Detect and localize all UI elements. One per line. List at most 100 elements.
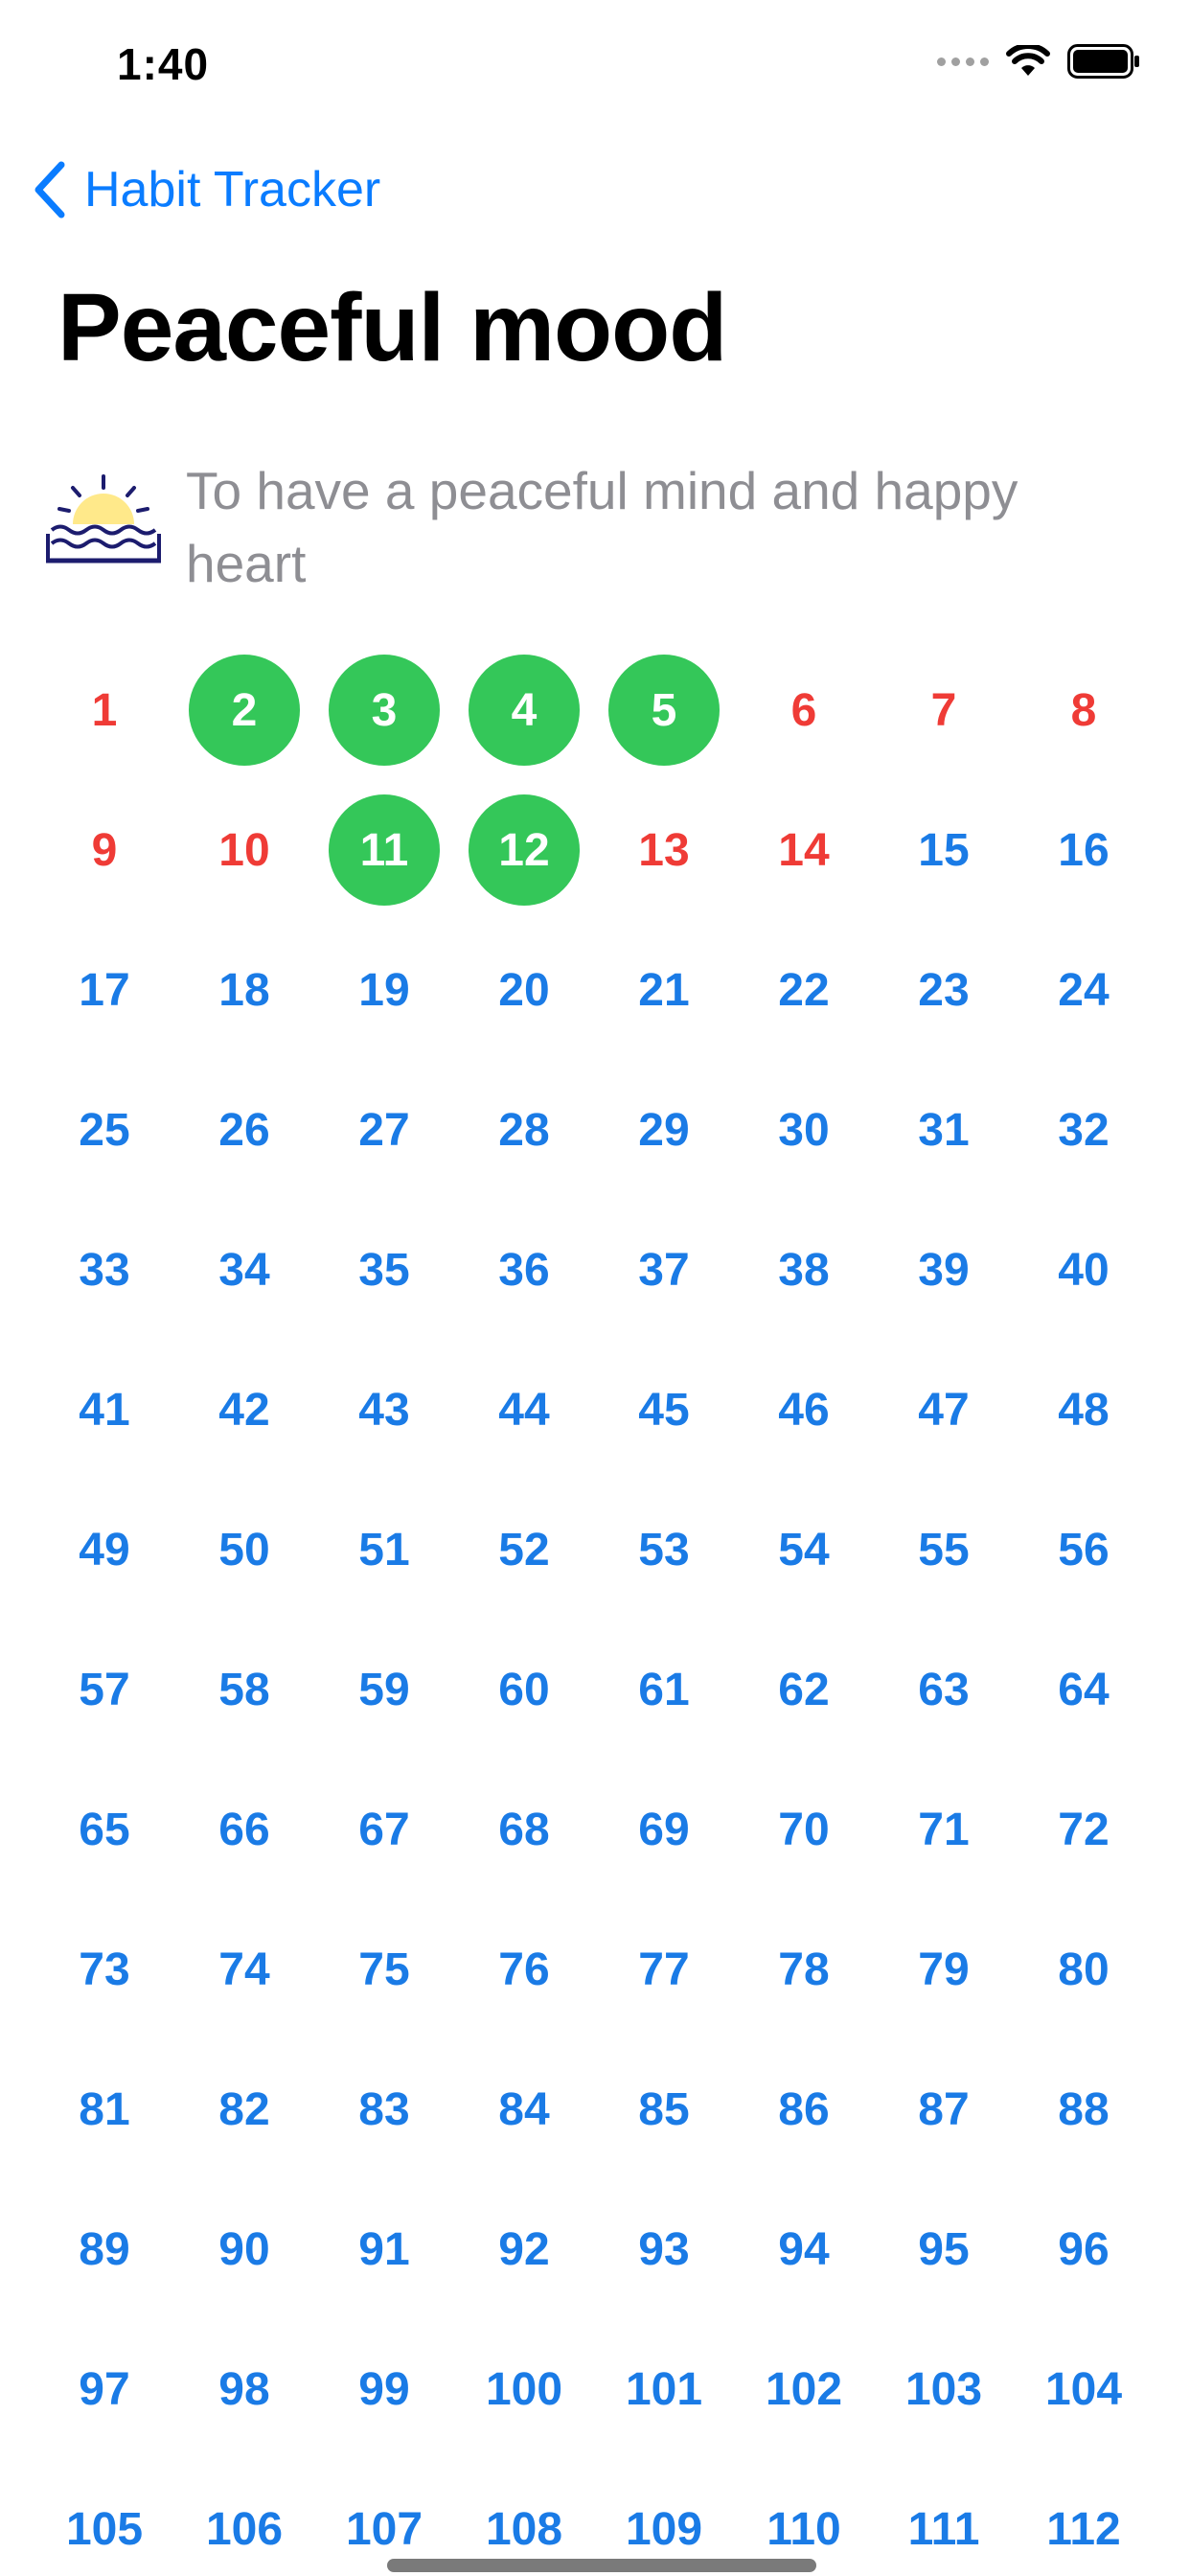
day-73-button[interactable]: 73 [79, 1944, 130, 1995]
day-2-button[interactable]: 2 [189, 655, 300, 766]
day-103-button[interactable]: 103 [904, 2363, 983, 2415]
day-79-button[interactable]: 79 [918, 1944, 970, 1995]
day-21-button[interactable]: 21 [638, 964, 690, 1016]
day-53-button[interactable]: 53 [638, 1524, 690, 1576]
day-54-button[interactable]: 54 [778, 1524, 830, 1576]
day-98-button[interactable]: 98 [218, 2363, 270, 2415]
day-91-button[interactable]: 91 [358, 2223, 410, 2275]
day-26-button[interactable]: 26 [218, 1104, 270, 1156]
day-20-button[interactable]: 20 [498, 964, 550, 1016]
day-55-button[interactable]: 55 [918, 1524, 970, 1576]
day-83-button[interactable]: 83 [358, 2083, 410, 2135]
home-indicator[interactable] [387, 2559, 816, 2572]
day-41-button[interactable]: 41 [79, 1384, 130, 1436]
day-64-button[interactable]: 64 [1058, 1664, 1110, 1715]
day-105-button[interactable]: 105 [65, 2503, 144, 2555]
day-87-button[interactable]: 87 [918, 2083, 970, 2135]
day-22-button[interactable]: 22 [778, 964, 830, 1016]
day-50-button[interactable]: 50 [218, 1524, 270, 1576]
day-75-button[interactable]: 75 [358, 1944, 410, 1995]
day-56-button[interactable]: 56 [1058, 1524, 1110, 1576]
day-46-button[interactable]: 46 [778, 1384, 830, 1436]
day-89-button[interactable]: 89 [79, 2223, 130, 2275]
day-15-button[interactable]: 15 [918, 824, 970, 876]
day-48-button[interactable]: 48 [1058, 1384, 1110, 1436]
day-13-button[interactable]: 13 [638, 824, 690, 876]
day-108-button[interactable]: 108 [485, 2503, 563, 2555]
day-82-button[interactable]: 82 [218, 2083, 270, 2135]
day-27-button[interactable]: 27 [358, 1104, 410, 1156]
day-92-button[interactable]: 92 [498, 2223, 550, 2275]
day-67-button[interactable]: 67 [358, 1804, 410, 1855]
day-93-button[interactable]: 93 [638, 2223, 690, 2275]
day-31-button[interactable]: 31 [918, 1104, 970, 1156]
day-18-button[interactable]: 18 [218, 964, 270, 1016]
day-76-button[interactable]: 76 [498, 1944, 550, 1995]
day-85-button[interactable]: 85 [638, 2083, 690, 2135]
day-68-button[interactable]: 68 [498, 1804, 550, 1855]
day-49-button[interactable]: 49 [79, 1524, 130, 1576]
day-106-button[interactable]: 106 [205, 2503, 284, 2555]
day-11-button[interactable]: 11 [329, 794, 440, 906]
day-36-button[interactable]: 36 [498, 1244, 550, 1296]
day-94-button[interactable]: 94 [778, 2223, 830, 2275]
day-5-button[interactable]: 5 [608, 655, 720, 766]
day-12-button[interactable]: 12 [469, 794, 580, 906]
day-10-button[interactable]: 10 [218, 824, 270, 876]
day-9-button[interactable]: 9 [91, 824, 118, 876]
day-14-button[interactable]: 14 [778, 824, 830, 876]
day-77-button[interactable]: 77 [638, 1944, 690, 1995]
day-104-button[interactable]: 104 [1044, 2363, 1123, 2415]
day-109-button[interactable]: 109 [625, 2503, 703, 2555]
day-38-button[interactable]: 38 [778, 1244, 830, 1296]
day-69-button[interactable]: 69 [638, 1804, 690, 1855]
day-58-button[interactable]: 58 [218, 1664, 270, 1715]
day-90-button[interactable]: 90 [218, 2223, 270, 2275]
day-59-button[interactable]: 59 [358, 1664, 410, 1715]
day-45-button[interactable]: 45 [638, 1384, 690, 1436]
day-30-button[interactable]: 30 [778, 1104, 830, 1156]
day-32-button[interactable]: 32 [1058, 1104, 1110, 1156]
day-43-button[interactable]: 43 [358, 1384, 410, 1436]
day-65-button[interactable]: 65 [79, 1804, 130, 1855]
day-100-button[interactable]: 100 [485, 2363, 563, 2415]
day-4-button[interactable]: 4 [469, 655, 580, 766]
day-3-button[interactable]: 3 [329, 655, 440, 766]
day-52-button[interactable]: 52 [498, 1524, 550, 1576]
day-23-button[interactable]: 23 [918, 964, 970, 1016]
day-107-button[interactable]: 107 [345, 2503, 423, 2555]
day-102-button[interactable]: 102 [765, 2363, 843, 2415]
day-28-button[interactable]: 28 [498, 1104, 550, 1156]
day-71-button[interactable]: 71 [918, 1804, 970, 1855]
day-33-button[interactable]: 33 [79, 1244, 130, 1296]
day-101-button[interactable]: 101 [625, 2363, 703, 2415]
day-24-button[interactable]: 24 [1058, 964, 1110, 1016]
day-8-button[interactable]: 8 [1070, 684, 1097, 736]
day-97-button[interactable]: 97 [79, 2363, 130, 2415]
day-80-button[interactable]: 80 [1058, 1944, 1110, 1995]
day-42-button[interactable]: 42 [218, 1384, 270, 1436]
day-25-button[interactable]: 25 [79, 1104, 130, 1156]
day-72-button[interactable]: 72 [1058, 1804, 1110, 1855]
day-63-button[interactable]: 63 [918, 1664, 970, 1715]
day-110-button[interactable]: 110 [767, 2503, 841, 2555]
day-112-button[interactable]: 112 [1046, 2503, 1121, 2555]
day-62-button[interactable]: 62 [778, 1664, 830, 1715]
day-74-button[interactable]: 74 [218, 1944, 270, 1995]
day-51-button[interactable]: 51 [358, 1524, 410, 1576]
day-7-button[interactable]: 7 [930, 684, 957, 736]
day-111-button[interactable]: 111 [907, 2503, 980, 2555]
day-84-button[interactable]: 84 [498, 2083, 550, 2135]
day-70-button[interactable]: 70 [778, 1804, 830, 1855]
day-29-button[interactable]: 29 [638, 1104, 690, 1156]
day-81-button[interactable]: 81 [79, 2083, 130, 2135]
day-60-button[interactable]: 60 [498, 1664, 550, 1715]
day-61-button[interactable]: 61 [638, 1664, 690, 1715]
day-47-button[interactable]: 47 [918, 1384, 970, 1436]
day-1-button[interactable]: 1 [91, 684, 118, 736]
day-99-button[interactable]: 99 [358, 2363, 410, 2415]
day-44-button[interactable]: 44 [498, 1384, 550, 1436]
day-37-button[interactable]: 37 [638, 1244, 690, 1296]
day-96-button[interactable]: 96 [1058, 2223, 1110, 2275]
day-35-button[interactable]: 35 [358, 1244, 410, 1296]
